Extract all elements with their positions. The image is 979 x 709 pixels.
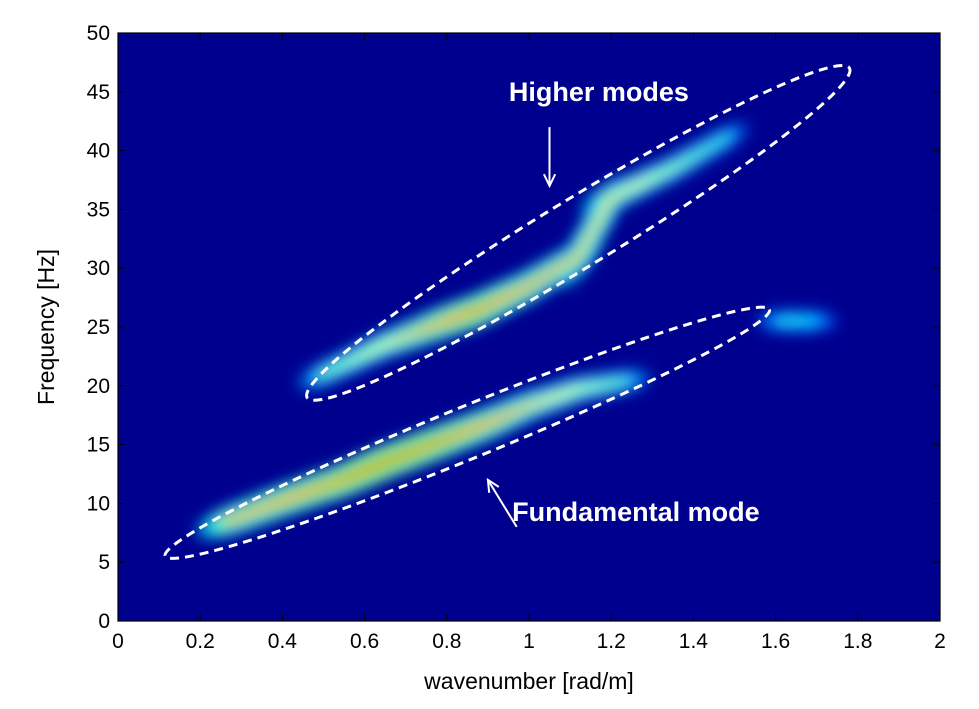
fundamental-mode-arrow [487,479,518,528]
y-axis-label: Frequency [Hz] [33,249,59,405]
x-tick-label: 0.6 [350,630,379,653]
heat-blob [616,378,630,385]
heat-blob [317,370,330,378]
heat-blob [600,200,611,215]
x-tick-label: 1.6 [761,630,790,653]
y-tick-label: 20 [87,375,110,398]
heat-blob [337,360,351,369]
fundamental-mode-label: Fundamental mode [512,497,760,527]
arrow-head-icon [486,477,500,493]
heat-blob [718,134,731,143]
heat-blob [347,355,361,364]
x-tick-label: 2 [934,630,946,653]
x-tick-label: 1.8 [843,630,872,653]
y-tick-label: 30 [87,257,110,280]
y-tick-label: 45 [87,81,110,104]
y-tick-label: 15 [87,434,110,457]
x-axis: 0 0.2 0.4 0.6 0.8 1 1.2 1.4 1.6 1.8 2 [112,33,946,653]
y-tick-label: 10 [87,492,110,515]
heat-blob [562,256,578,267]
y-tick-label: 50 [87,22,110,45]
heat-blob [676,158,690,167]
fundamental-mode-outline [163,305,772,560]
heatmap-layer [195,121,838,540]
higher-modes-label: Higher modes [509,77,689,107]
heat-blob [697,146,710,155]
arrow-head-icon [542,173,557,189]
heat-blob [804,318,818,324]
x-tick-label: 1 [523,630,535,653]
plot-area: Higher modes Fundamental mode [117,32,941,622]
y-tick-label: 5 [98,551,110,574]
x-tick-label: 1.4 [679,630,709,653]
heat-blob [635,178,649,188]
y-tick-label: 25 [87,316,110,339]
heat-blob [655,169,670,178]
x-axis-label: wavenumber [rad/m] [423,668,634,694]
heat-blob [687,152,700,161]
y-tick-label: 35 [87,198,110,221]
y-tick-label: 0 [98,610,110,633]
x-tick-label: 1.2 [597,630,626,653]
heat-blob [327,365,341,374]
heat-blob [645,173,660,183]
heat-blob [707,140,720,149]
x-tick-label: 0.8 [432,630,461,653]
higher-modes-outline [305,64,852,402]
y-tick-label: 40 [87,140,110,163]
x-tick-label: 0.4 [268,630,298,653]
y-axis: 0 5 10 15 20 25 30 35 40 45 50 [87,22,940,633]
annotation-layer: Higher modes Fundamental mode [163,64,852,560]
x-tick-label: 0.2 [186,630,215,653]
heat-blob [666,163,680,173]
x-tick-label: 0 [112,630,124,653]
